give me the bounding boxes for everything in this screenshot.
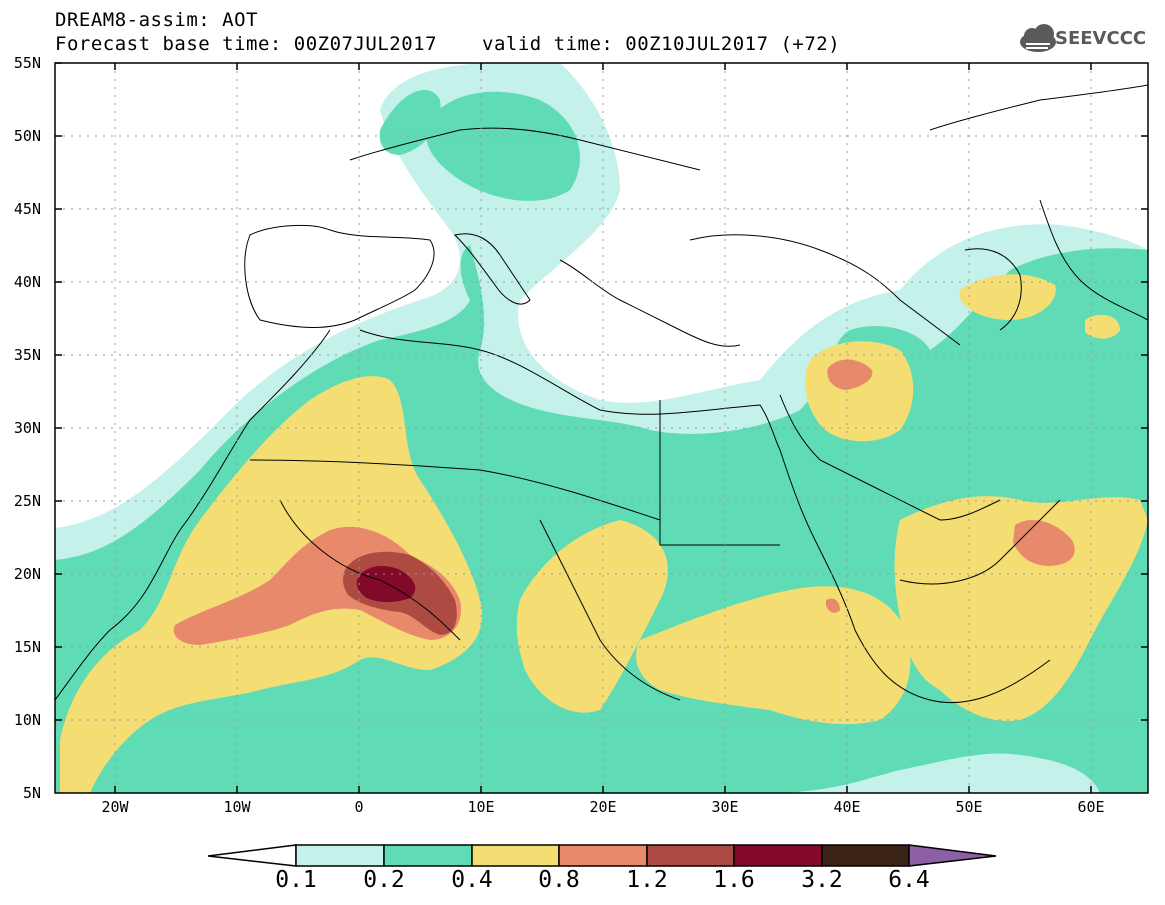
colorbar-bin [733,844,823,867]
gridlines [55,63,1148,793]
lat-label: 5N [22,784,41,802]
lon-label: 60E [1077,798,1105,816]
colorbar-label: 6.4 [888,867,930,893]
colorbar-label: 1.6 [713,867,755,893]
colorbar-bin [821,844,910,867]
lon-label: 40E [833,798,861,816]
colorbar-label: 0.4 [451,867,493,893]
axis-ticks [55,62,1148,793]
lat-label: 25N [13,492,41,510]
lat-label: 45N [13,200,41,218]
colorbar-label: 0.8 [538,867,580,893]
lat-label: 30N [13,419,41,437]
colorbar [207,844,997,867]
lat-label: 10N [13,711,41,729]
lon-label: 30E [711,798,739,816]
lon-label: 20E [589,798,617,816]
colorbar-label: 0.2 [363,867,405,893]
colorbar-bin [558,844,648,867]
lat-label: 35N [13,346,41,364]
colorbar-bin [383,844,473,867]
aot-fields [55,63,1148,793]
cloud-logo-icon [1020,24,1056,52]
chart-title: DREAM8-assim: AOT [55,9,258,31]
valid-time-label: valid time: 00Z10JUL2017 (+72) [482,33,841,55]
lon-label: 10W [223,798,251,816]
base-time-label: Forecast base time: 00Z07JUL2017 [55,33,438,55]
lon-label: 0 [354,798,364,816]
lon-label: 10E [467,798,495,816]
aot-band-0.4 [60,274,1148,793]
colorbar-bin [295,844,385,867]
colorbar-label: 0.1 [275,867,317,893]
aot-band-1.6 [356,566,416,603]
colorbar-label: 3.2 [801,867,843,893]
colorbar-label: 1.2 [626,867,668,893]
lat-label: 40N [13,273,41,291]
colorbar-high-arrow [908,844,997,867]
colorbar-bin [471,844,560,867]
colorbar-low-arrow [207,844,297,867]
lat-label: 15N [13,638,41,656]
lat-label: 50N [13,127,41,145]
logo-text: SEEVCCC [1055,28,1147,49]
colorbar-bin [646,844,735,867]
lat-label: 20N [13,565,41,583]
coastlines [55,84,1148,704]
lon-label: 20W [101,798,129,816]
lat-label: 55N [13,54,41,72]
lon-label: 50E [955,798,983,816]
